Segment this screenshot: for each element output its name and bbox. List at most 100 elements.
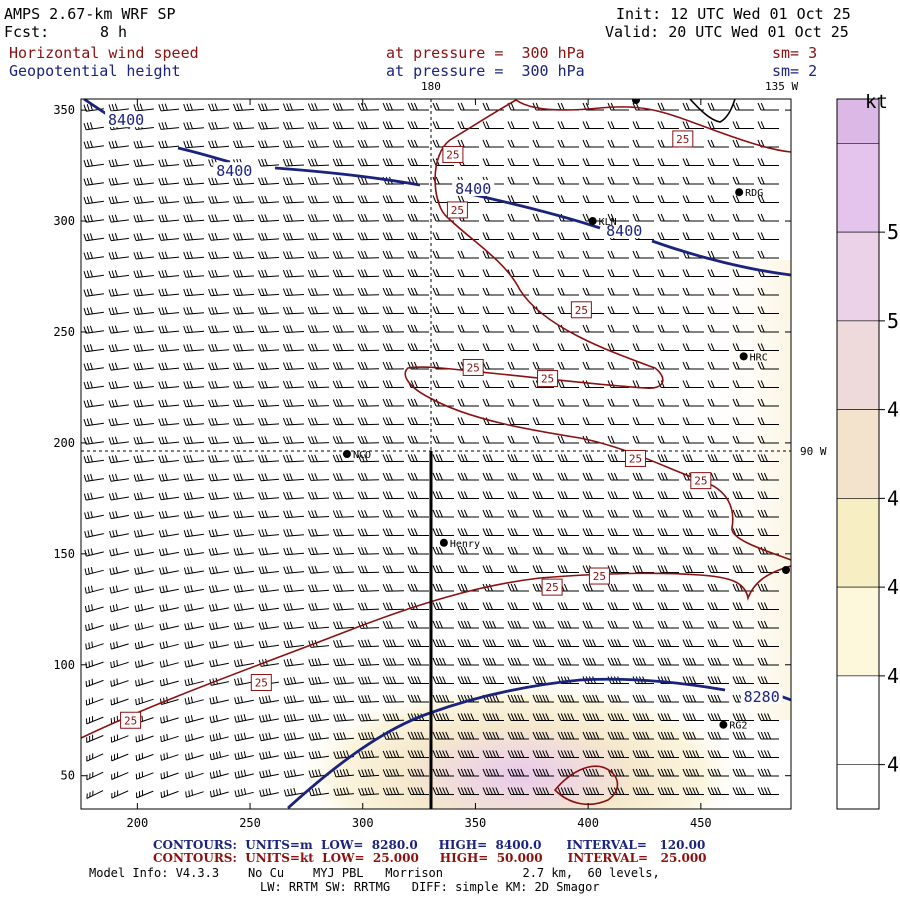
wind-barb: [233, 103, 255, 112]
isotach-label-box: [250, 674, 272, 692]
wind-barb: [432, 343, 454, 351]
station-label: HRC: [750, 352, 768, 363]
wind-barb: [184, 715, 204, 724]
wind-barb: [111, 771, 129, 780]
wind-barb: [258, 121, 280, 130]
wind-barb: [707, 306, 729, 314]
wind-barb: [282, 232, 305, 241]
wind-barb: [258, 103, 280, 112]
wind-barb: [732, 787, 754, 795]
wind-barb: [507, 435, 529, 444]
wind-barb: [707, 713, 729, 721]
wind-barb: [607, 306, 629, 314]
wind-barb: [732, 158, 754, 166]
wind-barb: [208, 214, 230, 223]
wind-barb: [532, 639, 554, 647]
wind-barb: [732, 713, 754, 721]
wind-barb: [133, 196, 154, 204]
wind-barb: [258, 214, 280, 223]
wind-barb: [432, 657, 454, 666]
wind-barb: [607, 287, 629, 296]
wind-barb: [209, 732, 229, 742]
wind-barb: [482, 121, 504, 129]
wind-barb: [582, 750, 604, 758]
wind-barb: [507, 472, 529, 481]
wind-barb: [135, 752, 154, 762]
wind-barb: [582, 528, 604, 536]
wind-barb: [208, 380, 230, 389]
wind-barb: [233, 417, 255, 426]
wind-barb: [532, 731, 554, 740]
wind-barb: [432, 491, 454, 499]
wind-barb: [159, 566, 179, 575]
wind-barb: [682, 398, 704, 407]
wind-barb: [308, 621, 330, 630]
wind-barb: [632, 583, 654, 592]
wind-barb: [432, 509, 454, 518]
wind-barb: [208, 454, 230, 463]
height-label-bg: [213, 162, 256, 179]
wind-barb: [657, 232, 679, 240]
wind-barb: [707, 361, 729, 370]
wind-barb: [657, 361, 679, 370]
wind-barb: [84, 604, 104, 613]
wind-barb: [632, 768, 654, 777]
wind-barb: [282, 158, 305, 167]
wind-barb: [84, 511, 104, 520]
wind-barb: [307, 325, 330, 333]
wind-barb: [333, 621, 355, 630]
wind-barb: [358, 731, 380, 741]
wind-barb: [557, 250, 579, 259]
wind-barb: [184, 640, 204, 649]
wind-barb: [110, 697, 129, 706]
wind-barb: [333, 676, 355, 685]
wind-barb: [432, 583, 454, 592]
wind-barb: [582, 491, 604, 499]
wind-barb: [507, 454, 529, 462]
x-tick-label: 300: [352, 816, 374, 830]
wind-barb: [258, 436, 280, 445]
y-tick-label: 300: [53, 214, 75, 228]
wind-barb: [307, 121, 330, 130]
wind-barb: [307, 306, 330, 315]
wind-barb: [184, 696, 204, 705]
wind-barb: [682, 713, 704, 721]
wind-barb: [333, 639, 355, 648]
wind-barb: [110, 734, 129, 743]
wind-barb: [507, 787, 529, 795]
wind-barb: [707, 417, 729, 425]
wind-barb: [632, 324, 654, 333]
wind-barb: [732, 213, 754, 222]
wind-barb: [382, 102, 405, 111]
wind-barb: [582, 731, 604, 740]
wind-barb: [532, 435, 554, 444]
wind-barb: [111, 753, 129, 762]
wind-barb: [357, 713, 380, 722]
wind-barb: [208, 566, 229, 575]
wind-barb: [407, 528, 429, 536]
wind-barb: [607, 509, 629, 518]
wind-barb: [532, 565, 554, 573]
wind-barb: [134, 603, 154, 613]
wind-barb: [582, 657, 604, 666]
wind-barb: [135, 678, 154, 687]
wind-barb: [707, 620, 729, 629]
wind-barb: [732, 269, 754, 277]
wind-barb: [732, 343, 754, 351]
wind-barb: [407, 417, 429, 425]
wind-barb: [258, 713, 279, 723]
isotach-label-box: [462, 358, 484, 376]
wind-barb: [632, 528, 654, 536]
wind-barb: [183, 547, 204, 556]
wind-barb: [407, 491, 429, 499]
wind-barb: [507, 213, 529, 222]
wind-barb: [757, 768, 779, 777]
x-tick-label: 400: [577, 816, 599, 830]
wind-barb: [233, 288, 255, 297]
wind-barb: [582, 620, 604, 629]
wind-barb: [158, 529, 179, 538]
wind-barb: [183, 158, 205, 167]
wind-barb: [308, 732, 329, 741]
wind-barb: [382, 158, 405, 167]
right-label-90w: 90 W: [800, 445, 827, 458]
